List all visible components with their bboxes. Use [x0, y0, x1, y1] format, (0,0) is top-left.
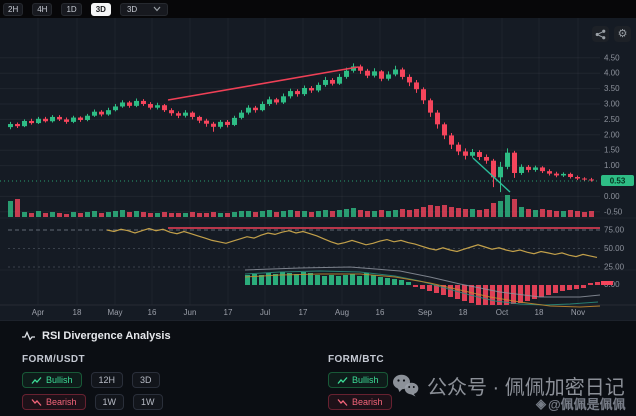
chart-svg[interactable]: 4.50 4.00 3.50 3.00 2.50 2.00 1.50 1.00 0.00 -0.5…	[0, 18, 636, 320]
timeframe-1d-button[interactable]: 1D	[61, 2, 82, 16]
watermark-handle: ◈ @佩佩是佩佩	[536, 394, 626, 413]
trend-down-icon	[337, 398, 348, 406]
watermark-main-text: 公众号 · 佩佩加密日记	[427, 377, 625, 399]
svg-text:Nov: Nov	[571, 308, 585, 317]
signal-row-bearish: Bearish	[328, 394, 392, 410]
panel-title: RSI Divergence Analysis	[42, 330, 171, 342]
bullish-label: Bullish	[352, 375, 379, 385]
svg-text:0.53: 0.53	[610, 177, 626, 186]
svg-text:16: 16	[376, 308, 385, 317]
chevron-down-icon	[153, 6, 161, 12]
timeframe-dropdown-value: 3D	[126, 4, 138, 14]
svg-text:-0.50: -0.50	[604, 207, 623, 216]
trend-up-icon	[31, 376, 42, 384]
svg-text:1.00: 1.00	[604, 161, 620, 170]
timeframe-tag-1w-a[interactable]: 1W	[94, 394, 125, 410]
signal-row-bullish: Bullish	[328, 372, 392, 388]
svg-text:16: 16	[148, 308, 157, 317]
svg-text:18: 18	[73, 308, 82, 317]
pulse-icon	[22, 330, 35, 341]
timeframe-toolbar: 2H 4H 1D 3D 3D	[0, 0, 636, 18]
timeframe-2h-button[interactable]: 2H	[3, 2, 24, 16]
bearish-badge: Bearish	[22, 394, 86, 410]
svg-text:Oct: Oct	[496, 308, 509, 317]
watermark-sub-text: @佩佩是佩佩	[548, 397, 626, 412]
svg-text:Jun: Jun	[184, 308, 197, 317]
svg-text:4.00: 4.00	[604, 69, 620, 78]
svg-text:18: 18	[535, 308, 544, 317]
pair-label: FORM/BTC	[328, 354, 384, 365]
pair-group-form-usdt: FORM/USDT Bullish 12H 3D Bearish 1W 1W	[22, 354, 163, 416]
svg-text:Apr: Apr	[32, 308, 45, 317]
svg-text:2.50: 2.50	[604, 115, 620, 124]
wechat-icon	[393, 374, 419, 397]
rsi-divergence-panel: RSI Divergence Analysis FORM/USDT Bullis…	[0, 320, 636, 416]
svg-text:Jul: Jul	[260, 308, 270, 317]
timeframe-tag-12h[interactable]: 12H	[90, 372, 124, 388]
svg-text:4.50: 4.50	[604, 53, 620, 62]
chart-toolbar: ⚙	[592, 26, 631, 42]
timeframe-tag-1w-b[interactable]: 1W	[133, 394, 163, 410]
svg-text:3.50: 3.50	[604, 84, 620, 93]
bullish-label: Bullish	[46, 375, 73, 385]
bearish-label: Bearish	[352, 397, 383, 407]
signal-row-bullish: Bullish 12H 3D	[22, 372, 163, 388]
trend-down-icon	[31, 398, 42, 406]
bullish-badge: Bullish	[22, 372, 82, 388]
share-button[interactable]	[592, 26, 609, 42]
panel-title-row: RSI Divergence Analysis	[22, 330, 171, 342]
svg-text:1.50: 1.50	[604, 146, 620, 155]
signal-row-bearish: Bearish 1W 1W	[22, 394, 163, 410]
svg-text:25.00: 25.00	[604, 263, 625, 272]
bearish-label: Bearish	[46, 397, 77, 407]
svg-text:3.00: 3.00	[604, 100, 620, 109]
pair-group-form-btc: FORM/BTC Bullish Bearish	[328, 354, 392, 416]
timeframe-3d-button-active[interactable]: 3D	[90, 2, 111, 16]
pair-label: FORM/USDT	[22, 354, 86, 365]
svg-text:Sep: Sep	[418, 308, 433, 317]
chart-settings-button[interactable]: ⚙	[614, 26, 631, 42]
bearish-badge: Bearish	[328, 394, 392, 410]
trend-up-icon	[337, 376, 348, 384]
chart-area[interactable]: 4.50 4.00 3.50 3.00 2.50 2.00 1.50 1.00 0.00 -0.5…	[0, 18, 636, 320]
svg-text:2.00: 2.00	[604, 130, 620, 139]
svg-text:17: 17	[224, 308, 233, 317]
svg-text:Aug: Aug	[335, 308, 349, 317]
svg-text:75.00: 75.00	[604, 226, 625, 235]
bullish-badge: Bullish	[328, 372, 388, 388]
svg-text:May: May	[107, 308, 122, 317]
gear-icon: ⚙	[617, 27, 628, 40]
diamond-icon: ◈	[536, 395, 546, 411]
svg-text:17: 17	[299, 308, 308, 317]
share-icon	[595, 29, 606, 39]
svg-text:18: 18	[459, 308, 468, 317]
svg-text:0.00: 0.00	[604, 192, 620, 201]
watermark-wechat: 公众号 · 佩佩加密日记	[392, 371, 625, 400]
svg-text:50.00: 50.00	[604, 244, 625, 253]
timeframe-4h-button[interactable]: 4H	[32, 2, 53, 16]
timeframe-dropdown[interactable]: 3D	[119, 2, 169, 16]
timeframe-tag-3d[interactable]: 3D	[132, 372, 160, 388]
